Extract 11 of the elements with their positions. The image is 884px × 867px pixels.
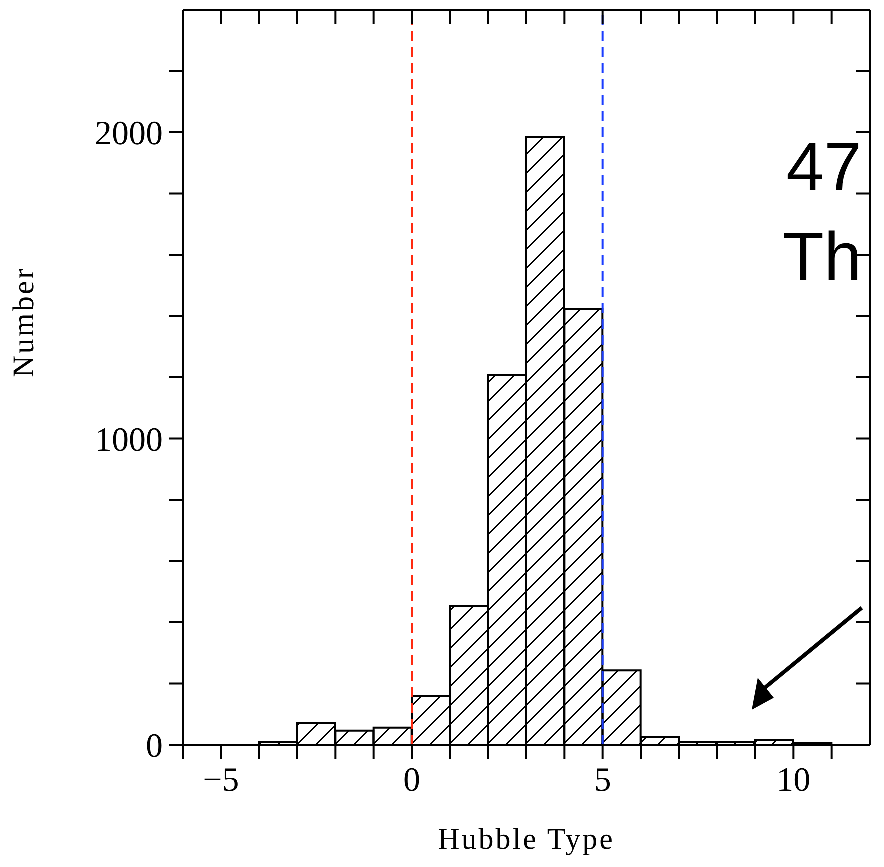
y-axis-title: Number	[8, 267, 41, 378]
x-tick-label: −5	[203, 762, 240, 800]
x-tick-label: 0	[404, 762, 420, 800]
annotation: Th	[782, 219, 862, 295]
annotation: 47	[786, 129, 862, 205]
y-tick-label: 1000	[95, 422, 163, 459]
y-tick-label: 0	[146, 728, 163, 766]
y-tick-label: 2000	[95, 116, 163, 153]
x-tick-label: 10	[776, 762, 811, 800]
x-tick-label: 5	[594, 762, 612, 800]
x-axis-title: Hubble Type	[438, 823, 615, 856]
